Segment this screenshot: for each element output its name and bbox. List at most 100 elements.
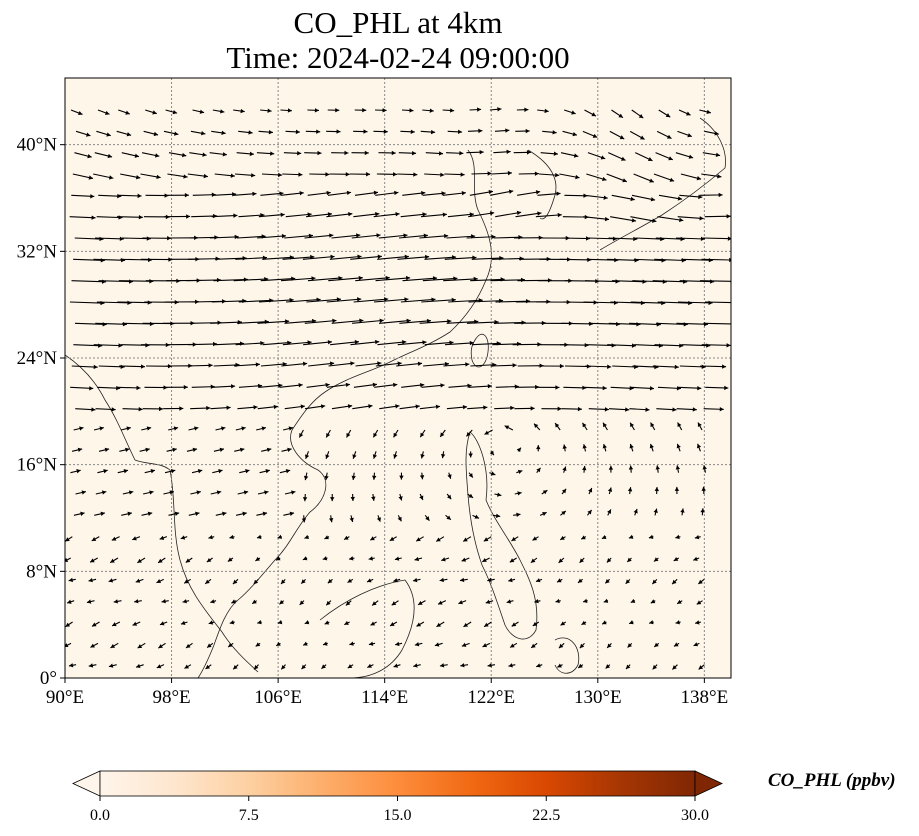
- wind-vector-head: [85, 132, 91, 137]
- wind-vector-head: [438, 600, 443, 605]
- wind-vector-head: [207, 643, 212, 648]
- wind-vector-shaft: [186, 364, 213, 367]
- wind-vector-head: [90, 643, 95, 648]
- wind-vector-shaft: [471, 342, 501, 346]
- wind-vector-head: [368, 556, 374, 561]
- wind-vector-head: [65, 537, 70, 542]
- wind-vector-shaft: [215, 342, 245, 346]
- wind-vector-shaft: [213, 364, 240, 367]
- wind-vector-head: [255, 556, 260, 561]
- wind-vector-head: [181, 152, 187, 158]
- wind-vector-head: [584, 342, 589, 348]
- wind-vector-head: [414, 556, 420, 562]
- wind-vector-head: [446, 515, 451, 520]
- wind-vector-head: [679, 343, 684, 348]
- wind-vector-head: [415, 404, 420, 409]
- wind-vector-head: [352, 454, 357, 459]
- wind-vector-head: [86, 599, 92, 604]
- wind-vector-head: [627, 487, 633, 492]
- wind-vector-head: [324, 620, 330, 625]
- wind-vector-head: [573, 153, 579, 158]
- gridlines: [65, 78, 731, 678]
- wind-vector-head: [680, 508, 685, 513]
- lon-tick-label: 138°E: [681, 687, 729, 708]
- wind-vector-head: [125, 447, 130, 452]
- wind-vector-head: [600, 155, 606, 160]
- colorbar-extend-min: [72, 770, 101, 797]
- wind-vector-head: [602, 385, 607, 391]
- wind-vector-head: [345, 172, 350, 177]
- wind-vector-head: [367, 578, 372, 583]
- philippines-coast: [465, 431, 538, 640]
- wind-vector-shaft: [679, 365, 706, 368]
- wind-vector-head: [517, 469, 523, 474]
- wind-vector-head: [345, 601, 351, 606]
- wind-vector-head: [208, 620, 214, 625]
- wind-vector-shaft: [307, 277, 343, 282]
- wind-vector-head: [302, 361, 308, 367]
- wind-vector-head: [206, 405, 211, 411]
- wind-vector-head: [462, 404, 468, 410]
- wind-vector-head: [101, 490, 107, 495]
- wind-vector-head: [603, 598, 609, 603]
- wind-vector-head: [460, 663, 465, 668]
- wind-vector-head: [253, 579, 259, 585]
- wind-vector-shaft: [611, 280, 647, 283]
- wind-vector-head: [479, 149, 484, 155]
- wind-vector-head: [154, 153, 160, 158]
- lon-tick-label: 122°E: [467, 687, 515, 708]
- wind-vector-head: [394, 556, 400, 561]
- wind-vector-head: [279, 600, 284, 605]
- wind-vector-shaft: [657, 301, 693, 304]
- wind-vector-head: [672, 665, 677, 670]
- wind-vector-head: [489, 450, 494, 456]
- wind-vector-head: [698, 665, 704, 670]
- wind-vector-head: [633, 236, 638, 242]
- wind-vector-head: [490, 471, 496, 476]
- wind-vector-head: [184, 192, 189, 198]
- colorbar-tick-label: 22.5: [532, 807, 560, 824]
- lat-tick-label: 40°N: [17, 135, 58, 156]
- wind-vector-shaft: [116, 216, 143, 218]
- wind-vector-head: [99, 426, 104, 431]
- wind-vector-head: [81, 490, 86, 495]
- wind-vector-head: [719, 407, 724, 412]
- wind-vector-head: [585, 236, 591, 241]
- wind-vector-shaft: [632, 365, 659, 368]
- wind-vector-head: [701, 486, 706, 491]
- wind-vector-head: [252, 599, 257, 604]
- wind-vector-head: [169, 490, 174, 495]
- wind-vector-head: [197, 469, 203, 474]
- wind-vector-shaft: [326, 298, 362, 303]
- wind-vector-shaft: [306, 298, 341, 303]
- wind-vector-head: [414, 642, 420, 647]
- wind-vector-head: [483, 405, 488, 410]
- wind-vector-head: [497, 107, 502, 112]
- wind-vector-head: [107, 153, 113, 159]
- wind-vector-head: [234, 234, 239, 240]
- wind-vector-shaft: [257, 320, 290, 324]
- wind-vector-head: [730, 325, 731, 327]
- wind-vector-head: [525, 128, 530, 134]
- wind-vector-head: [465, 362, 470, 367]
- wind-vector-head: [397, 361, 402, 366]
- wind-vector-head: [229, 534, 234, 540]
- wind-vector-head: [579, 558, 584, 563]
- wind-vector-shaft: [629, 322, 661, 326]
- wind-vector-shaft: [490, 279, 526, 282]
- wind-vector-shaft: [259, 299, 294, 303]
- wind-vector-head: [420, 382, 425, 388]
- wind-vector-shaft: [676, 322, 709, 325]
- wind-vector-head: [80, 511, 85, 516]
- wind-vector-head: [326, 432, 331, 438]
- wind-vector-head: [650, 422, 655, 428]
- wind-vector-shaft: [378, 234, 408, 239]
- wind-vector-shaft: [468, 212, 495, 218]
- wind-vector-head: [532, 536, 538, 541]
- wind-vector-head: [100, 511, 105, 516]
- wind-vector-head: [459, 151, 464, 156]
- wind-vector-head: [287, 108, 292, 113]
- wind-vector-head: [300, 404, 305, 409]
- wind-vector-head: [327, 340, 332, 345]
- wind-vector-head: [368, 404, 373, 409]
